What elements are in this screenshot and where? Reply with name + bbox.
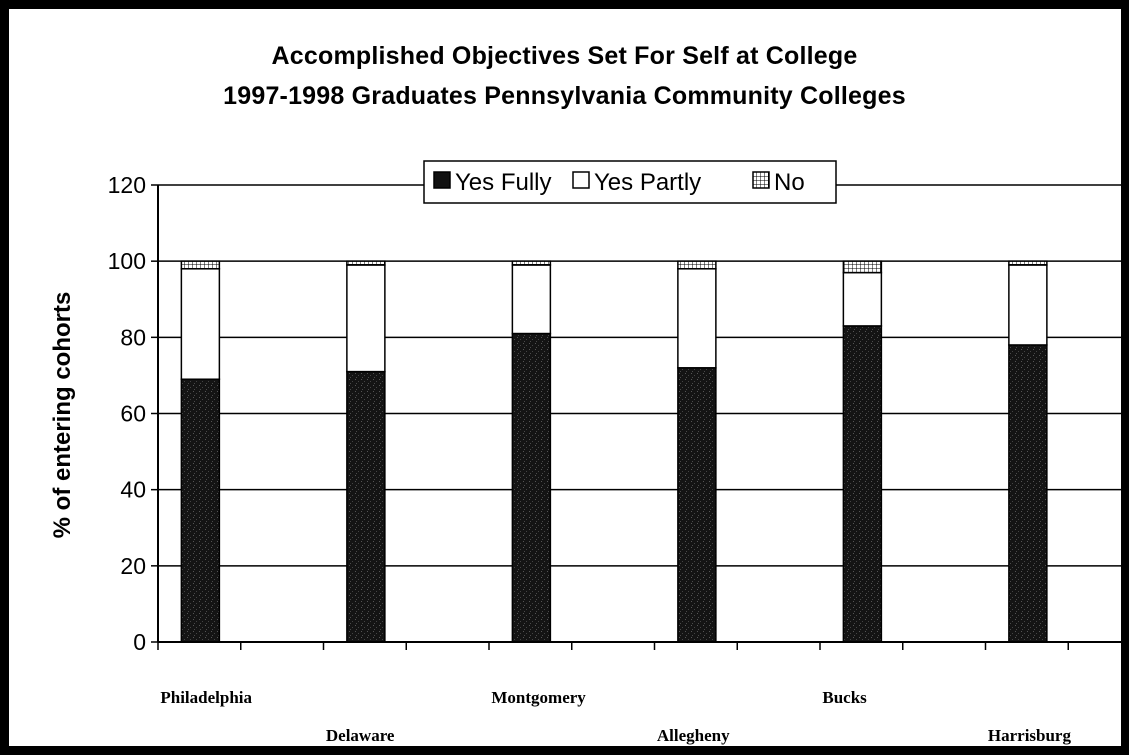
bar-yes-fully-montgomery [511, 332, 552, 643]
bar-no-harrisburg [1008, 260, 1048, 266]
x-category-label-montgomery: Montgomery [491, 688, 586, 707]
legend-label-no: No [774, 169, 805, 196]
legend-label-yes-partly: Yes Partly [594, 169, 701, 196]
chart-title: Accomplished Objectives Set For Self at … [271, 42, 858, 70]
bar-no-bucks [842, 260, 883, 274]
bar-yes-fully-harrisburg [1008, 344, 1048, 643]
axes [157, 185, 1121, 650]
y-tick-label-60: 60 [120, 401, 146, 427]
legend-swatch-yes-partly [572, 171, 590, 189]
x-category-label-bucks: Bucks [822, 688, 867, 707]
bar-yes-partly-allegheny [677, 268, 717, 369]
y-tick-label-100: 100 [108, 248, 146, 274]
x-category-label-philadelphia: Philadelphia [160, 688, 252, 707]
x-categories: Philadelphia Delaware Montgomery Allegheny B… [160, 688, 1071, 745]
bar-yes-fully-delaware [346, 370, 386, 643]
x-category-label-delaware: Delaware [326, 726, 395, 745]
bar-no-delaware [346, 260, 386, 266]
y-tick-label-0: 0 [133, 629, 146, 655]
bar-yes-partly-bucks [842, 271, 883, 327]
x-category-label-harrisburg: Harrisburg [988, 726, 1072, 745]
legend-swatch-yes-fully [433, 171, 451, 189]
gridlines [158, 184, 1121, 567]
y-tick-label-120: 120 [108, 172, 146, 198]
bar-yes-fully-bucks [842, 325, 883, 643]
bar-no-montgomery [511, 260, 552, 266]
y-ticks: 0 20 40 60 80 100 120 [108, 172, 158, 655]
x-category-label-allegheny: Allegheny [657, 726, 730, 745]
y-tick-label-80: 80 [120, 324, 146, 350]
bars [180, 260, 1048, 643]
bar-yes-partly-philadelphia [180, 268, 221, 380]
y-tick-label-20: 20 [120, 553, 146, 579]
bar-no-philadelphia [180, 260, 221, 270]
y-tick-label-40: 40 [120, 477, 146, 503]
bar-no-allegheny [677, 260, 717, 270]
bar-yes-fully-allegheny [677, 367, 717, 643]
bar-yes-partly-delaware [346, 264, 386, 373]
legend-label-yes-fully: Yes Fully [455, 169, 552, 196]
chart-subtitle: 1997-1998 Graduates Pennsylvania Communi… [223, 82, 906, 110]
legend-swatch-no [752, 171, 770, 189]
y-axis-label: % of entering cohorts [49, 292, 76, 539]
bar-yes-partly-harrisburg [1008, 264, 1048, 346]
bar-yes-fully-philadelphia [180, 378, 221, 643]
bar-yes-partly-montgomery [511, 264, 552, 335]
legend: Yes Fully Yes Partly No [423, 160, 837, 204]
